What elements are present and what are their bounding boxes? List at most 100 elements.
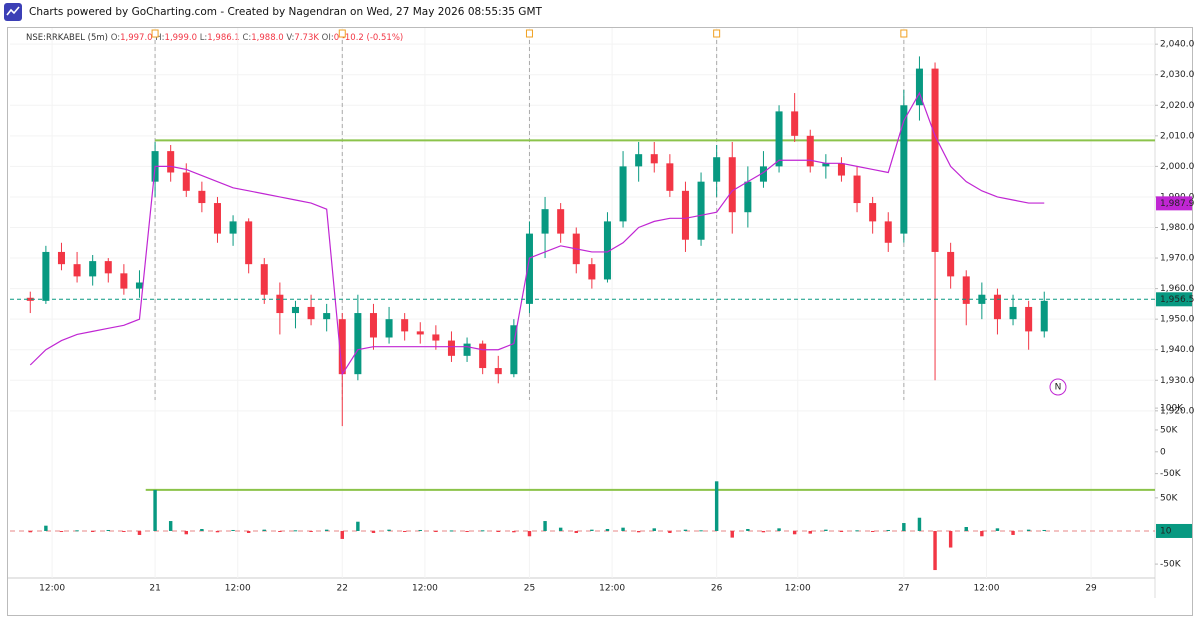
label: C: bbox=[242, 33, 251, 43]
candle-body bbox=[931, 68, 939, 252]
candle-body bbox=[588, 264, 596, 280]
candle-body bbox=[525, 233, 533, 304]
candle-body bbox=[245, 221, 253, 265]
bar bbox=[761, 530, 766, 533]
x-tick-label: 27 bbox=[898, 584, 909, 594]
candle-body bbox=[291, 306, 299, 314]
candle-body bbox=[401, 319, 409, 332]
last-value-tag bbox=[1156, 292, 1192, 307]
bar bbox=[168, 521, 173, 531]
candle-body bbox=[182, 172, 190, 191]
bar bbox=[933, 530, 937, 571]
vwap-line bbox=[29, 91, 1045, 376]
y-tick-label: 1,960.0 bbox=[1160, 284, 1195, 294]
candle-body bbox=[1025, 306, 1033, 332]
candle-body bbox=[869, 203, 877, 222]
candle-body bbox=[1040, 300, 1048, 332]
bar bbox=[902, 523, 906, 531]
y-tick-label: 1,950.0 bbox=[1160, 315, 1195, 325]
candle-body bbox=[619, 166, 627, 222]
y-tick-label: 1,920.0 bbox=[1160, 406, 1195, 416]
bar bbox=[340, 530, 344, 539]
bar bbox=[465, 530, 469, 532]
y-tick-label: 1,980.0 bbox=[1160, 223, 1195, 233]
bar bbox=[870, 530, 875, 532]
bar bbox=[558, 527, 563, 531]
bar bbox=[1011, 530, 1015, 535]
candle-body bbox=[432, 334, 440, 341]
bar bbox=[668, 530, 672, 533]
candle-body bbox=[416, 331, 424, 335]
candle-body bbox=[666, 163, 674, 191]
candle-body bbox=[791, 111, 799, 136]
candle-body bbox=[1009, 306, 1017, 320]
candle-body bbox=[135, 282, 143, 289]
x-tick-label: 12:00 bbox=[39, 584, 65, 594]
last-value-tag bbox=[1156, 523, 1192, 538]
candle-body bbox=[541, 209, 549, 234]
bar bbox=[293, 530, 298, 532]
x-tick-label: 21 bbox=[149, 584, 160, 594]
bar bbox=[948, 530, 953, 548]
bar bbox=[777, 528, 781, 531]
candle-body bbox=[635, 154, 643, 167]
candle-body bbox=[978, 294, 986, 304]
candle-body bbox=[369, 313, 377, 338]
bar bbox=[90, 530, 95, 532]
bar bbox=[246, 530, 251, 533]
candle-body bbox=[338, 319, 346, 375]
event-marker bbox=[525, 29, 533, 38]
last-value-label: 1,956.5 bbox=[1160, 295, 1194, 305]
y-tick-label: 50K bbox=[1160, 425, 1178, 435]
bar bbox=[543, 521, 547, 531]
bar bbox=[730, 530, 734, 538]
logo-mark bbox=[6, 6, 20, 16]
candle-body bbox=[697, 181, 705, 240]
bar bbox=[1042, 529, 1046, 531]
candle-body bbox=[323, 313, 331, 320]
bar bbox=[324, 529, 329, 531]
bar bbox=[262, 529, 266, 531]
y-tick-label: 2,030.0 bbox=[1160, 70, 1195, 80]
bar bbox=[44, 525, 48, 531]
annotation-text: N bbox=[1055, 383, 1062, 393]
candle-body bbox=[962, 276, 970, 304]
candle-body bbox=[120, 273, 128, 289]
last-value-label: 10 bbox=[1160, 526, 1172, 536]
label: H: bbox=[155, 33, 164, 43]
candle-body bbox=[510, 325, 518, 375]
candle-body bbox=[463, 343, 471, 356]
x-tick-label: 12:00 bbox=[412, 584, 438, 594]
event-marker bbox=[713, 29, 721, 38]
value: 0 bbox=[334, 33, 339, 43]
bar bbox=[917, 517, 922, 531]
bar bbox=[122, 530, 126, 532]
bar bbox=[792, 530, 797, 535]
candle-body bbox=[104, 261, 112, 274]
candle-body bbox=[385, 319, 393, 338]
candle-body bbox=[229, 221, 237, 234]
bar bbox=[231, 529, 235, 531]
candle-body bbox=[806, 135, 814, 167]
candle-body bbox=[681, 190, 689, 240]
bar bbox=[652, 528, 656, 531]
candle-body bbox=[775, 111, 783, 167]
bar bbox=[137, 530, 142, 535]
bar bbox=[480, 530, 485, 532]
candle-body bbox=[354, 313, 362, 375]
y-tick-label: 1,930.0 bbox=[1160, 376, 1195, 386]
value: (-0.51%) bbox=[367, 33, 404, 43]
y-tick-label: 50K bbox=[1160, 493, 1178, 503]
candle-body bbox=[89, 261, 97, 277]
bar bbox=[964, 527, 968, 531]
candle-body bbox=[853, 175, 861, 204]
x-tick-label: 29 bbox=[1085, 584, 1097, 594]
y-tick-label: 100K bbox=[1160, 404, 1184, 414]
bar bbox=[28, 530, 32, 533]
ohlc-legend: NSE:RRKABEL (5m) O:1,997.0 H:1,999.0 L:1… bbox=[26, 33, 403, 43]
bar bbox=[714, 481, 719, 531]
bar bbox=[574, 530, 578, 533]
candle-body bbox=[213, 203, 221, 234]
